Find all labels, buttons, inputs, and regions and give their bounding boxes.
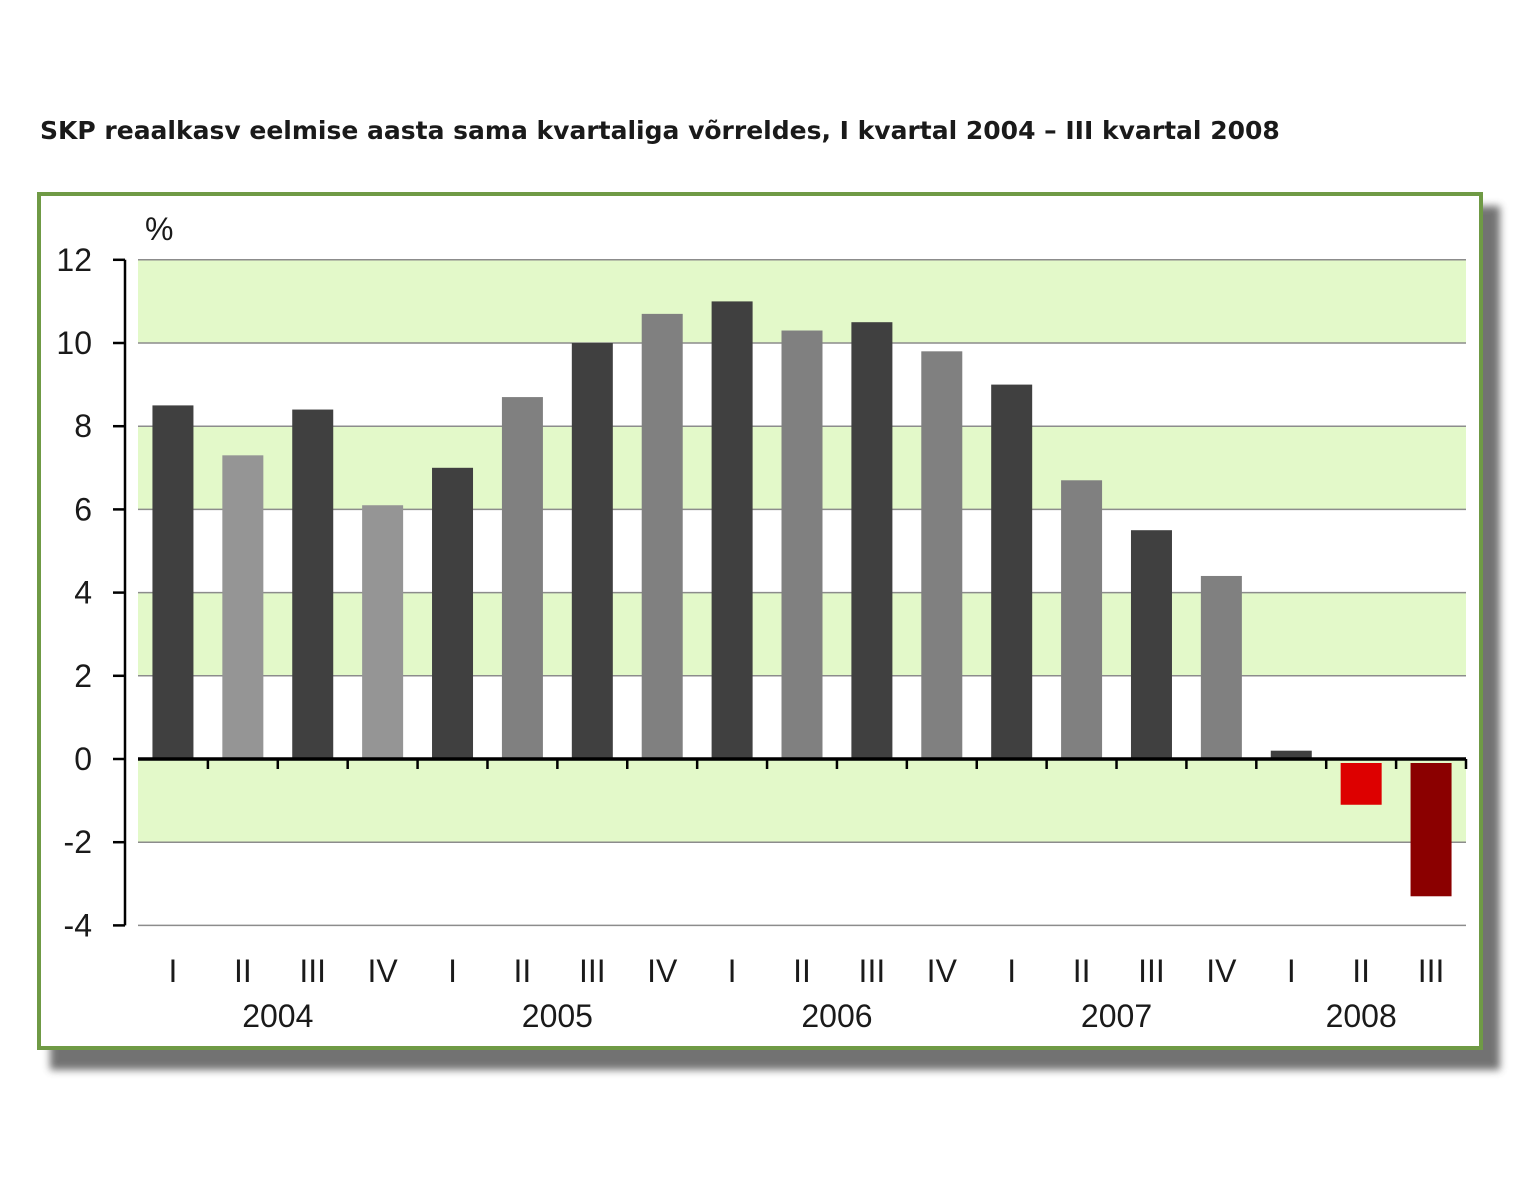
x-category-label: II <box>1352 953 1370 989</box>
y-tick-label: 0 <box>74 741 92 777</box>
axes <box>113 258 1468 927</box>
x-category-label: III <box>1418 953 1445 989</box>
y-tick-labels: 12 10 8 6 4 2 0 -2 -4 <box>56 242 92 944</box>
y-tick-label: 10 <box>56 325 92 361</box>
bar-11 <box>851 322 893 759</box>
bar-15 <box>1130 530 1172 759</box>
y-tick-label: 8 <box>74 408 92 444</box>
year-label: 2004 <box>242 998 313 1034</box>
bar-7 <box>571 343 613 759</box>
year-label: 2005 <box>522 998 593 1034</box>
x-category-label: I <box>728 953 737 989</box>
bar-1 <box>152 405 194 759</box>
x-category-label: IV <box>1206 953 1237 989</box>
x-category-label: II <box>234 953 252 989</box>
bar-12 <box>921 351 963 759</box>
bar-5 <box>432 467 474 759</box>
year-label: 2007 <box>1081 998 1152 1034</box>
x-category-label: III <box>299 953 326 989</box>
x-category-label: IV <box>647 953 678 989</box>
x-category-label: II <box>793 953 811 989</box>
x-category-label: II <box>1073 953 1091 989</box>
bar-16 <box>1200 575 1242 759</box>
x-category-label: III <box>1138 953 1165 989</box>
x-category-label: II <box>514 953 532 989</box>
bar-4 <box>362 505 404 759</box>
y-axis-unit: % <box>145 211 173 247</box>
y-tick-label: -2 <box>64 824 92 860</box>
x-category-label: I <box>169 953 178 989</box>
y-tick-label: -4 <box>64 907 92 943</box>
bar-17 <box>1270 750 1312 759</box>
bars <box>152 301 1452 897</box>
x-category-label: IV <box>368 953 399 989</box>
grid-band <box>138 842 1466 926</box>
grid-band <box>138 759 1466 843</box>
bar-9 <box>711 301 753 759</box>
y-tick-label: 4 <box>74 575 92 611</box>
x-category-label: I <box>1287 953 1296 989</box>
y-tick-label: 2 <box>74 658 92 694</box>
bar-3 <box>292 409 334 759</box>
bar-13 <box>991 384 1033 759</box>
x-category-label: I <box>1007 953 1016 989</box>
bar-14 <box>1061 480 1103 759</box>
grid-band <box>138 259 1466 343</box>
year-label: 2008 <box>1326 998 1397 1034</box>
x-category-label: III <box>579 953 606 989</box>
bar-6 <box>501 397 543 759</box>
bar-18 <box>1340 763 1382 805</box>
bar-19 <box>1410 763 1452 897</box>
x-category-label: I <box>448 953 457 989</box>
bar-2 <box>222 455 264 759</box>
x-category-labels: I II III IV I II III IV I II III IV I II III IV I II III <box>169 953 1445 989</box>
y-tick-label: 12 <box>56 242 92 278</box>
bar-10 <box>781 330 823 759</box>
x-category-label: IV <box>927 953 958 989</box>
y-tick-label: 6 <box>74 491 92 527</box>
x-category-label: III <box>859 953 886 989</box>
bar-8 <box>641 313 683 759</box>
year-label: 2006 <box>801 998 872 1034</box>
page-title: SKP reaalkasv eelmise aasta sama kvartal… <box>40 116 1280 145</box>
year-labels: 2004 2005 2006 2007 2008 <box>242 998 1397 1034</box>
